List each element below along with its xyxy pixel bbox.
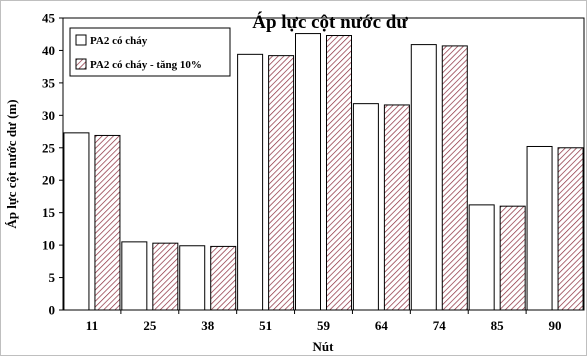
bars: [63, 33, 584, 311]
legend-box: [69, 27, 231, 77]
bar-series-1-11: [63, 132, 90, 311]
x-tick-label: 11: [86, 318, 98, 333]
y-tick-label: 5: [49, 270, 56, 285]
bar-series-2-74: [441, 45, 468, 311]
y-tick-label: 20: [42, 173, 55, 188]
y-axis: 0 5 10 15 20 25 30 35 40 45: [42, 11, 63, 318]
x-tick-label: 59: [317, 318, 331, 333]
y-tick-label: 35: [42, 75, 56, 90]
bar-series-1-85: [468, 204, 495, 311]
legend-label-series-1: PA2 có cháy: [90, 35, 148, 47]
bar-series-1-74: [410, 44, 437, 311]
y-tick-label: 15: [42, 205, 56, 220]
legend-label-series-2: PA2 có cháy - tăng 10%: [90, 59, 202, 71]
bar-series-2-64: [383, 104, 410, 311]
x-tick-label: 64: [375, 318, 389, 333]
plot-area: [62, 17, 585, 311]
x-tick-label: 74: [433, 318, 447, 333]
y-tick-label: 40: [42, 43, 55, 58]
x-axis-label: Nút: [313, 339, 335, 354]
bar-series-2-85: [499, 205, 526, 311]
bar-series-1-25: [121, 241, 148, 311]
legend-swatch-series-1: [75, 34, 87, 46]
x-tick-label: 90: [549, 318, 562, 333]
y-tick-label: 25: [42, 140, 56, 155]
bar-series-1-59: [295, 33, 321, 311]
x-axis: 11 25 38 51 59 64 74 85 90: [86, 310, 562, 333]
x-tick-label: 25: [143, 318, 157, 333]
y-tick-label: 0: [49, 303, 56, 318]
bar-series-2-11: [94, 134, 121, 311]
bar-series-1-64: [352, 103, 379, 311]
x-tick-label: 85: [491, 318, 505, 333]
chart-title: Áp lực cột nước dư: [252, 11, 408, 33]
bar-series-2-25: [152, 242, 179, 311]
y-tick-label: 45: [42, 11, 56, 26]
x-tick-label: 38: [201, 318, 215, 333]
y-tick-label: 30: [42, 108, 55, 123]
bar-series-2-51: [268, 55, 295, 311]
bar-series-1-38: [179, 245, 206, 311]
legend: PA2 có cháy PA2 có cháy - tăng 10%: [69, 27, 231, 77]
bar-series-2-90: [557, 147, 584, 311]
bar-series-2-38: [210, 245, 237, 311]
bar-series-2-59: [326, 35, 352, 311]
y-axis-label: Áp lực cột nước dư (m): [4, 99, 19, 228]
bar-series-1-90: [526, 145, 553, 311]
x-tick-label: 51: [259, 318, 272, 333]
legend-swatch-series-2: [75, 58, 87, 70]
bar-series-1-51: [237, 53, 264, 311]
y-tick-label: 10: [42, 238, 55, 253]
